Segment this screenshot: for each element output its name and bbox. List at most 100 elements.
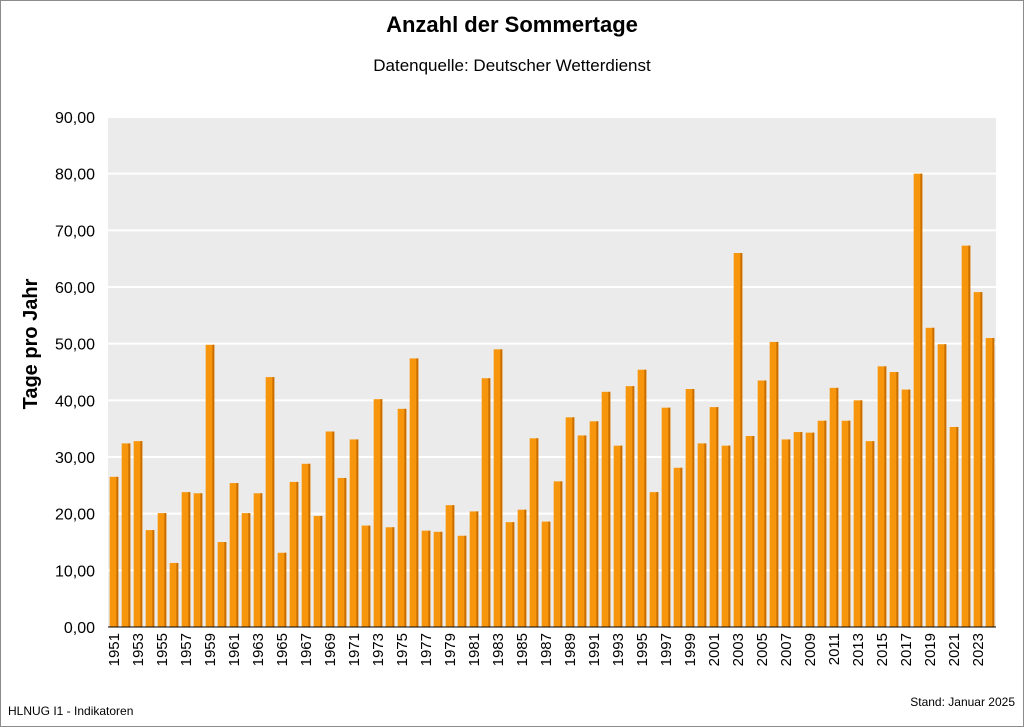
x-tick-label: 2021 [946, 633, 963, 666]
bar-1957 [181, 492, 191, 627]
bar-shade-1975 [404, 408, 407, 627]
bar-1954 [145, 530, 155, 627]
bar-shade-1962 [248, 513, 251, 627]
x-tick-label: 2015 [874, 633, 891, 666]
bar-2012 [841, 420, 851, 627]
x-tick-label: 1967 [298, 633, 315, 666]
bar-1988 [553, 481, 563, 627]
y-tick-label: 0,00 [64, 620, 95, 637]
bar-1966 [289, 481, 299, 627]
x-tick-label: 1983 [490, 633, 507, 666]
bar-1952 [121, 443, 131, 627]
y-tick-label: 40,00 [55, 393, 95, 410]
bar-1996 [649, 492, 659, 627]
x-tick-label: 2009 [802, 633, 819, 666]
x-tick-label: 1955 [154, 633, 171, 666]
chart-subtitle: Datenquelle: Deutscher Wetterdienst [373, 56, 651, 75]
bar-1964 [265, 377, 275, 627]
bar-shade-2019 [932, 327, 935, 627]
bar-1980 [457, 535, 467, 627]
x-tick-label: 1961 [226, 633, 243, 666]
bar-shade-2023 [980, 292, 983, 627]
bar-1995 [637, 369, 647, 627]
bar-shade-2012 [848, 420, 851, 627]
y-axis-ticks: 0,00 10,00 20,00 30,00 40,00 50,00 60,00 70,00 8… [55, 110, 95, 637]
bar-2002 [721, 445, 731, 627]
x-tick-label: 1951 [106, 633, 123, 666]
x-tick-label: 1991 [586, 633, 603, 666]
bar-shade-1966 [296, 481, 299, 627]
bar-shade-2014 [872, 441, 875, 627]
bar-2011 [829, 387, 839, 627]
x-tick-label: 1957 [178, 633, 195, 666]
x-tick-label: 2019 [922, 633, 939, 666]
bar-2018 [913, 173, 923, 627]
bar-1967 [301, 463, 311, 627]
bar-shade-1961 [236, 483, 239, 627]
bar-shade-2017 [908, 389, 911, 627]
x-tick-label: 2003 [730, 633, 747, 666]
bar-shade-1985 [524, 509, 527, 627]
bar-1984 [505, 522, 515, 627]
bar-shade-1996 [656, 492, 659, 627]
bar-shade-1978 [440, 531, 443, 627]
bar-shade-2005 [764, 380, 767, 627]
bars [109, 173, 995, 627]
bar-1958 [193, 493, 203, 627]
bar-shade-1967 [308, 463, 311, 627]
x-tick-label: 1977 [418, 633, 435, 666]
bar-shade-1982 [488, 378, 491, 627]
footer-source: HLNUG I1 - Indikatoren [8, 704, 133, 718]
bar-1970 [337, 477, 347, 627]
bar-shade-1976 [416, 358, 419, 627]
y-tick-label: 90,00 [55, 110, 95, 127]
bar-1987 [541, 521, 551, 627]
bar-shade-1983 [500, 349, 503, 627]
bar-2009 [805, 432, 815, 627]
bar-1983 [493, 349, 503, 627]
bar-shade-1972 [368, 525, 371, 627]
bar-2023 [973, 292, 983, 627]
chart-title: Anzahl der Sommertage [386, 12, 638, 37]
x-tick-label: 1953 [130, 633, 147, 666]
bar-1991 [589, 421, 599, 627]
bar-shade-2010 [824, 420, 827, 627]
bar-1976 [409, 358, 419, 627]
bar-shade-1995 [644, 369, 647, 627]
bar-shade-2008 [800, 432, 803, 627]
bar-2008 [793, 432, 803, 627]
bar-shade-1951 [116, 476, 119, 627]
footer-date: Stand: Januar 2025 [910, 695, 1015, 709]
bar-2016 [889, 372, 899, 627]
bar-1959 [205, 344, 215, 627]
bar-1955 [157, 513, 167, 627]
bar-shade-1969 [332, 431, 335, 627]
bar-1969 [325, 431, 335, 627]
bar-1968 [313, 515, 323, 627]
bar-1961 [229, 483, 239, 627]
bar-2022 [961, 245, 971, 627]
bar-2013 [853, 400, 863, 627]
bar-1999 [685, 389, 695, 627]
bar-2020 [937, 344, 947, 627]
bar-shade-1988 [560, 481, 563, 627]
bar-shade-2000 [704, 443, 707, 627]
bar-shade-2004 [752, 436, 755, 627]
y-tick-label: 80,00 [55, 167, 95, 184]
bar-shade-2018 [920, 173, 923, 627]
bar-shade-2006 [776, 341, 779, 627]
bar-2019 [925, 327, 935, 627]
x-tick-label: 1989 [562, 633, 579, 666]
bar-shade-2001 [716, 407, 719, 627]
x-tick-label: 1969 [322, 633, 339, 666]
bar-1962 [241, 513, 251, 627]
bar-shade-2013 [860, 400, 863, 627]
bar-shade-1970 [344, 477, 347, 627]
bar-shade-1987 [548, 521, 551, 627]
x-tick-label: 1993 [610, 633, 627, 666]
bar-1965 [277, 552, 287, 627]
bar-shade-2015 [884, 366, 887, 627]
bar-shade-1977 [428, 530, 431, 627]
x-tick-label: 1979 [442, 633, 459, 666]
